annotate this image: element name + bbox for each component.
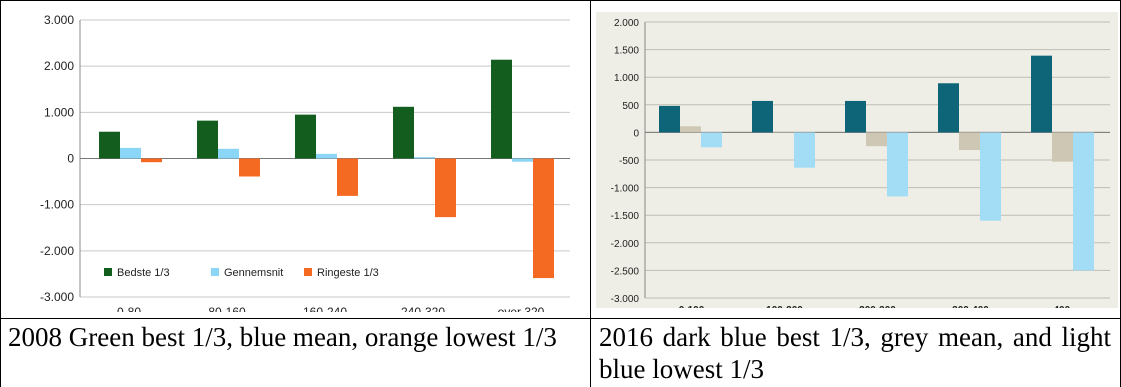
legend-swatch — [104, 268, 112, 276]
y-tick-label: 0 — [67, 152, 74, 166]
bar-1-240-320 — [393, 106, 414, 159]
bar-1-160-240 — [295, 114, 316, 159]
y-tick-label: 500 — [622, 101, 639, 112]
y-tick-label: 2.000 — [44, 59, 74, 73]
legend-swatch — [211, 268, 219, 276]
bar-1-100-200 — [752, 100, 773, 133]
bar-2-400- — [1052, 132, 1073, 162]
caption-2008: 2008 Green best 1/3, blue mean, orange l… — [8, 322, 557, 352]
bar-3-100-200 — [794, 132, 815, 168]
bar-3-0-100 — [701, 132, 722, 148]
chart-2008: 3.000 2.000 1.000 0 -1.000 -2.000 -3.000 0-80 80… — [40, 13, 570, 312]
bar-1-300-400 — [938, 83, 959, 133]
y-tick-label: 3.000 — [44, 13, 74, 27]
bar-3-over-320 — [533, 158, 554, 279]
y-tick-label: -3.000 — [40, 290, 74, 304]
bar-3-80-160 — [239, 158, 260, 177]
chart-2016: 2.000 1.500 1.000 500 0 -500 -1.000 -1.500 -2.00… — [596, 12, 1118, 308]
y-tick-label: -3.000 — [611, 294, 640, 305]
legend-label: Bedste 1/3 — [117, 267, 170, 279]
x-category-label: 0-80 — [117, 305, 141, 312]
bar-3-0-80 — [141, 158, 162, 163]
bar-2-100-200 — [773, 132, 794, 133]
x-category-label: 100-200 — [766, 305, 803, 308]
bar-2-200-300 — [866, 132, 887, 147]
x-category-label: 160-240 — [303, 305, 347, 312]
y-tick-label: 0 — [633, 128, 639, 139]
bar-1-80-160 — [197, 120, 218, 159]
x-category-label: 400- — [1053, 305, 1073, 308]
bar-1-0-80 — [99, 131, 120, 159]
bar-1-200-300 — [845, 100, 866, 133]
bar-1-400- — [1031, 55, 1052, 133]
bar-2-0-80 — [120, 147, 141, 159]
y-tick-label: -1.000 — [40, 198, 74, 212]
x-category-label: 0-100 — [679, 305, 705, 308]
y-tick-label: -2.500 — [611, 266, 640, 277]
legend-label: Ringeste 1/3 — [317, 267, 379, 279]
x-category-label: 80-160 — [208, 305, 246, 312]
caption-2016: 2016 dark blue best 1/3, grey mean, and … — [599, 322, 1111, 384]
bar-1-0-100 — [659, 105, 680, 133]
y-tick-label: -1.500 — [611, 211, 640, 222]
legend-label: Gennemsnit — [224, 267, 283, 279]
bar-2-240-320 — [414, 157, 435, 159]
x-category-label: 200-300 — [859, 305, 896, 308]
x-category-label: over 320 — [498, 305, 545, 312]
x-category-label: 300-400 — [952, 305, 989, 308]
y-tick-label: 2.000 — [614, 18, 639, 29]
bar-3-400- — [1073, 132, 1094, 271]
bar-3-240-320 — [435, 158, 456, 218]
y-tick-label: -500 — [619, 156, 639, 167]
x-category-label: 240-320 — [401, 305, 445, 312]
y-tick-label: -2.000 — [611, 239, 640, 250]
bar-2-160-240 — [316, 153, 337, 159]
bar-3-160-240 — [337, 158, 358, 196]
legend-swatch — [304, 268, 312, 276]
bar-2-80-160 — [218, 148, 239, 159]
bar-3-300-400 — [980, 132, 1001, 221]
y-tick-label: -1.000 — [611, 184, 640, 195]
bar-1-over-320 — [491, 59, 512, 159]
bar-3-200-300 — [887, 132, 908, 197]
bar-2-over-320 — [512, 158, 533, 162]
bar-2-0-100 — [680, 126, 701, 133]
y-tick-label: -2.000 — [40, 244, 74, 258]
y-tick-label: 1.000 — [44, 105, 74, 119]
y-tick-label: 1.000 — [614, 73, 639, 84]
y-tick-label: 1.500 — [614, 46, 639, 57]
bar-2-300-400 — [959, 132, 980, 151]
